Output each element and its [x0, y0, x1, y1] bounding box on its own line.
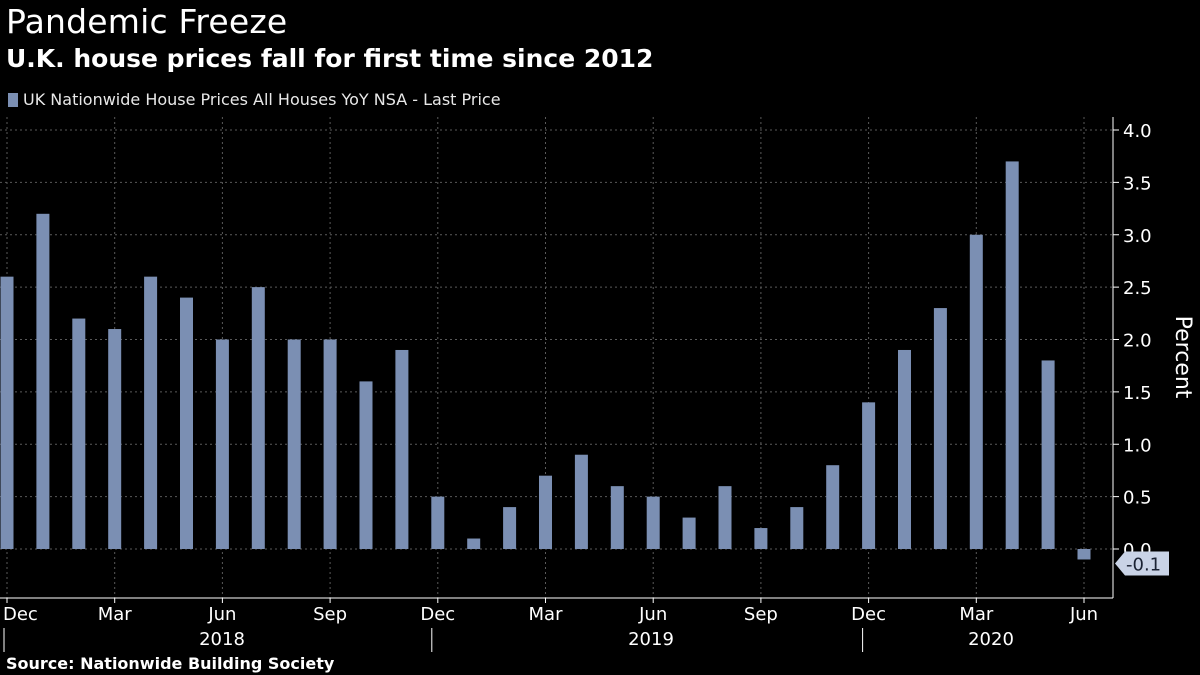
- bar: [718, 486, 732, 549]
- bar: [108, 329, 122, 549]
- y-tick-label: 4.0: [1123, 121, 1152, 142]
- y-axis-title: Percent: [1170, 316, 1195, 399]
- y-tick-label: 1.5: [1123, 383, 1152, 404]
- callout-box: [1115, 551, 1169, 576]
- y-tick-label: 2.0: [1123, 331, 1152, 352]
- bar: [1005, 161, 1019, 550]
- x-month-label: Sep: [313, 604, 347, 625]
- legend: UK Nationwide House Prices All Houses Yo…: [8, 90, 501, 109]
- bar: [323, 339, 337, 549]
- x-month-label: Mar: [959, 604, 994, 625]
- y-tick-label: 0.5: [1123, 488, 1152, 509]
- bar: [36, 213, 50, 550]
- bar: [180, 297, 193, 549]
- source-note: Source: Nationwide Building Society: [6, 654, 335, 673]
- bar: [610, 486, 624, 549]
- x-month-label: Dec: [420, 604, 455, 625]
- x-month-label: Jun: [207, 604, 236, 625]
- bar: [467, 538, 481, 549]
- x-year-label: 2020: [968, 629, 1014, 650]
- bar: [574, 454, 588, 549]
- callout-value: -0.1: [1126, 554, 1161, 575]
- bar: [754, 528, 768, 549]
- x-month-label: Dec: [3, 604, 38, 625]
- bar: [933, 308, 947, 549]
- bar: [215, 339, 229, 549]
- bar: [144, 276, 158, 549]
- bar: [72, 318, 86, 549]
- bar: [862, 402, 876, 549]
- bar: [431, 496, 445, 549]
- bar: [646, 496, 660, 549]
- last-value-callout: -0.1: [1115, 551, 1169, 576]
- x-month-label: Mar: [98, 604, 133, 625]
- bar: [790, 507, 804, 549]
- legend-label: UK Nationwide House Prices All Houses Yo…: [23, 90, 501, 109]
- bar: [395, 349, 409, 549]
- x-year-label: 2019: [628, 629, 674, 650]
- bar: [359, 381, 373, 549]
- x-month-label: Jun: [638, 604, 667, 625]
- legend-swatch: [8, 92, 18, 107]
- y-tick-label: 3.0: [1123, 226, 1152, 247]
- x-month-label: Dec: [851, 604, 886, 625]
- bar: [682, 517, 696, 549]
- x-month-label: Sep: [744, 604, 778, 625]
- bar: [898, 349, 911, 549]
- bar: [1041, 360, 1055, 549]
- x-month-label: Mar: [529, 604, 564, 625]
- chart-subtitle: U.K. house prices fall for first time si…: [6, 44, 654, 73]
- bar: [503, 507, 517, 549]
- y-tick-label: 3.5: [1123, 173, 1152, 194]
- bar: [826, 465, 840, 549]
- bar: [969, 234, 983, 549]
- bar: [1077, 549, 1091, 560]
- x-year-label: 2018: [199, 629, 245, 650]
- bar: [251, 287, 265, 549]
- y-tick-label: 2.5: [1123, 278, 1152, 299]
- y-tick-label: 1.0: [1123, 435, 1152, 456]
- x-month-label: Jun: [1069, 604, 1098, 625]
- bar: [287, 339, 301, 549]
- bars: [0, 161, 1091, 560]
- chart-title: Pandemic Freeze: [6, 2, 288, 41]
- bar: [539, 475, 552, 549]
- bar: [0, 276, 14, 549]
